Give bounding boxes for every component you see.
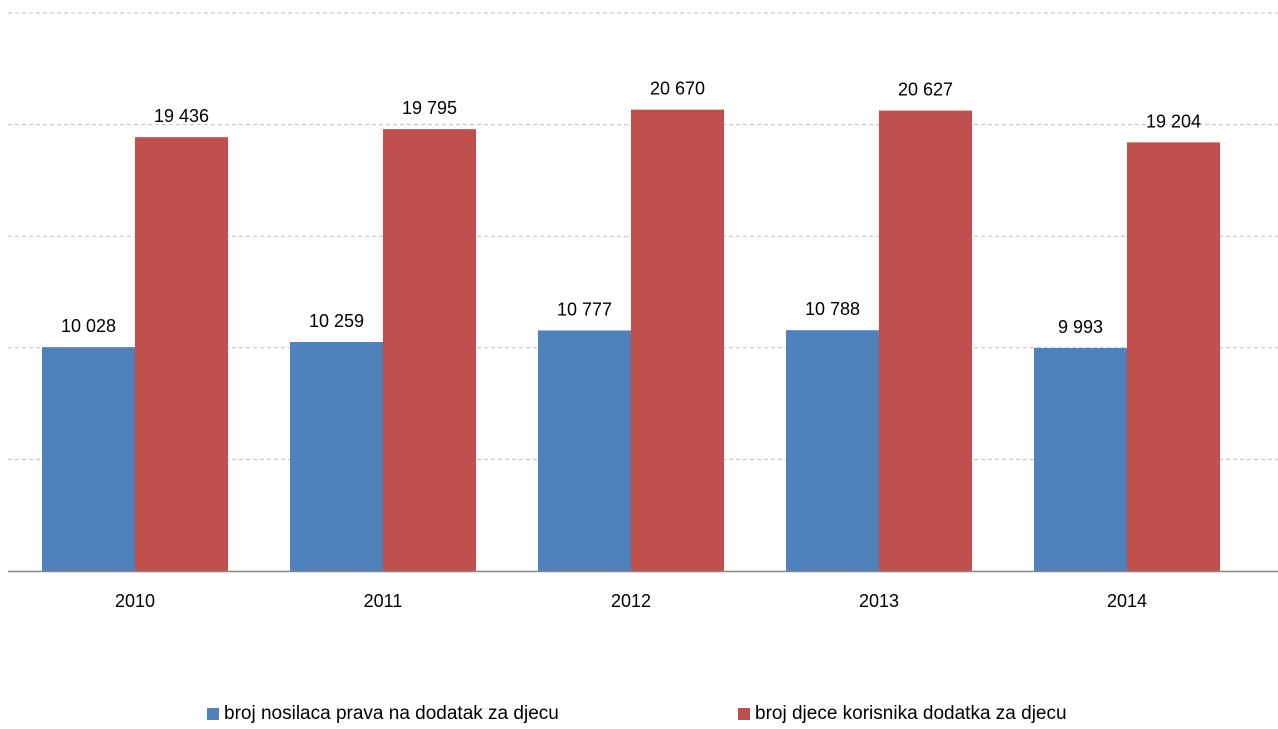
- legend-item-series-1: broj nosilaca prava na dodatak za djecu: [207, 703, 559, 725]
- data-labels: 10 028 19 436 10 259 19 795 10 777 20 670 10 7…: [61, 79, 1201, 337]
- x-tick-label-2014: 2014: [1107, 591, 1147, 611]
- legend: broj nosilaca prava na dodatak za djecu …: [0, 703, 1278, 724]
- data-label-series-2-2012: 20 670: [650, 79, 705, 99]
- bar-series-1-2011: [290, 342, 383, 571]
- x-axis: 2010 2011 2012 2013 2014: [8, 570, 1278, 611]
- bar-series-2-2014: [1127, 142, 1220, 572]
- data-label-series-2-2010: 19 436: [154, 106, 209, 126]
- legend-item-series-2: broj djece korisnika dodatka za djecu: [738, 703, 1067, 725]
- data-label-series-1-2010: 10 028: [61, 316, 116, 336]
- legend-swatch-series-2: [738, 708, 750, 720]
- data-label-series-1-2013: 10 788: [805, 299, 860, 319]
- x-tick-label-2012: 2012: [611, 591, 651, 611]
- bar-series-2-2012: [631, 109, 724, 571]
- bar-series-1-2013: [786, 330, 879, 571]
- legend-label-series-2: broj djece korisnika dodatka za djecu: [755, 703, 1067, 724]
- x-tick-label-2010: 2010: [115, 591, 155, 611]
- bar-series-2-2013: [879, 110, 972, 572]
- bar-series-1-2014: [1034, 347, 1127, 571]
- bar-series-2-2011: [383, 129, 476, 571]
- data-label-series-1-2011: 10 259: [309, 311, 364, 331]
- bars: [42, 109, 1220, 572]
- data-label-series-1-2014: 9 993: [1058, 317, 1103, 337]
- data-label-series-2-2013: 20 627: [898, 80, 953, 100]
- data-label-series-2-2011: 19 795: [402, 98, 457, 118]
- legend-label-series-1: broj nosilaca prava na dodatak za djecu: [224, 703, 559, 724]
- bar-series-1-2010: [42, 347, 135, 571]
- x-tick-label-2013: 2013: [859, 591, 899, 611]
- legend-swatch-series-1: [207, 708, 219, 720]
- bar-series-1-2012: [538, 330, 631, 571]
- data-label-series-1-2012: 10 777: [557, 299, 612, 319]
- data-label-series-2-2014: 19 204: [1146, 111, 1201, 131]
- bar-series-2-2010: [135, 137, 228, 571]
- x-tick-label-2011: 2011: [364, 591, 403, 611]
